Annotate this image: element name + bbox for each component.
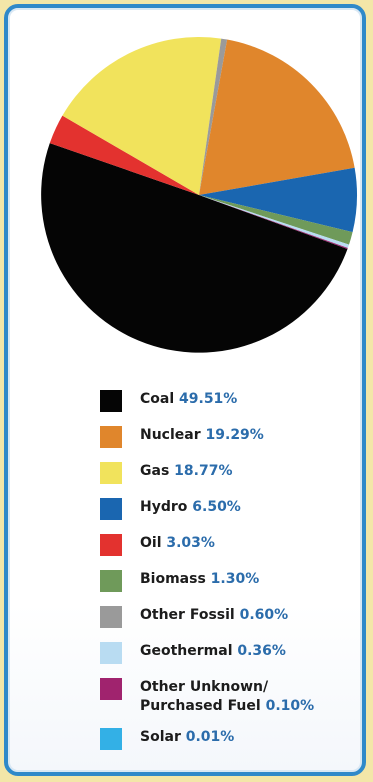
legend-value: 0.60% <box>239 607 289 623</box>
legend-item-hydro: Hydro 6.50% <box>100 498 241 520</box>
legend-swatch-other-unknown-purchased-fuel <box>100 678 122 700</box>
legend-label: Other Fossil <box>140 607 235 623</box>
legend-item-other-unknown-purchased-fuel: Other Unknown/Purchased Fuel 0.10% <box>100 678 314 716</box>
legend-swatch-biomass <box>100 570 122 592</box>
pie-slice-gas <box>62 37 222 195</box>
pie-slice-other-fossil <box>199 38 228 195</box>
legend-text-coal: Coal 49.51% <box>140 390 237 409</box>
legend-item-biomass: Biomass 1.30% <box>100 570 259 592</box>
pie-slice-nuclear <box>199 39 355 195</box>
chart-panel: Coal 49.51% Nuclear 19.29% Gas 18.77% Hydro… <box>4 4 366 776</box>
legend-text-oil: Oil 3.03% <box>140 534 215 553</box>
legend-value: 3.03% <box>166 535 215 551</box>
legend-label: Other Unknown/ <box>140 679 269 695</box>
legend-label: Purchased Fuel <box>140 698 266 714</box>
legend-item-oil: Oil 3.03% <box>100 534 215 556</box>
legend-value: 0.01% <box>185 729 235 745</box>
legend-swatch-coal <box>100 390 122 412</box>
legend-swatch-solar <box>100 728 122 750</box>
legend-text-other-unknown-purchased-fuel: Other Unknown/Purchased Fuel 0.10% <box>140 678 314 716</box>
legend-swatch-oil <box>100 534 122 556</box>
legend-label: Geothermal <box>140 643 233 659</box>
pie-slice-hydro <box>199 167 357 233</box>
legend-text-solar: Solar 0.01% <box>140 728 234 747</box>
legend-value: 0.10% <box>265 698 315 714</box>
legend-item-solar: Solar 0.01% <box>100 728 234 750</box>
legend-item-nuclear: Nuclear 19.29% <box>100 426 264 448</box>
legend-text-geothermal: Geothermal 0.36% <box>140 642 286 661</box>
pie-slice-geothermal <box>199 195 350 249</box>
legend-swatch-gas <box>100 462 122 484</box>
legend-item-coal: Coal 49.51% <box>100 390 237 412</box>
legend-label: Oil <box>140 535 162 551</box>
legend-label: Biomass <box>140 571 206 587</box>
pie-slice-other-unknown-purchased-fuel <box>199 195 348 249</box>
legend-label: Gas <box>140 463 170 479</box>
legend-value: 18.77% <box>174 463 233 479</box>
pie-chart <box>34 22 364 368</box>
legend-text-hydro: Hydro 6.50% <box>140 498 241 517</box>
legend-item-geothermal: Geothermal 0.36% <box>100 642 286 664</box>
legend-swatch-geothermal <box>100 642 122 664</box>
legend-value: 1.30% <box>210 571 260 587</box>
legend-swatch-hydro <box>100 498 122 520</box>
legend-text-nuclear: Nuclear 19.29% <box>140 426 264 445</box>
legend-swatch-other-fossil <box>100 606 122 628</box>
legend-item-gas: Gas 18.77% <box>100 462 232 484</box>
legend-label: Solar <box>140 729 181 745</box>
legend-value: 49.51% <box>179 391 238 407</box>
legend-label: Nuclear <box>140 427 201 443</box>
legend-label: Hydro <box>140 499 188 515</box>
legend-item-other-fossil: Other Fossil 0.60% <box>100 606 288 628</box>
legend-label: Coal <box>140 391 175 407</box>
pie-svg <box>41 37 357 353</box>
legend-swatch-nuclear <box>100 426 122 448</box>
pie-slice-solar <box>199 195 348 250</box>
legend-value: 6.50% <box>192 499 241 515</box>
legend-value: 19.29% <box>205 427 264 443</box>
legend-text-gas: Gas 18.77% <box>140 462 232 481</box>
pie-slice-coal <box>41 143 348 353</box>
legend-text-biomass: Biomass 1.30% <box>140 570 259 589</box>
pie-slice-biomass <box>199 195 353 245</box>
legend-text-other-fossil: Other Fossil 0.60% <box>140 606 288 625</box>
pie-slice-oil <box>49 115 199 195</box>
legend-value: 0.36% <box>237 643 286 659</box>
